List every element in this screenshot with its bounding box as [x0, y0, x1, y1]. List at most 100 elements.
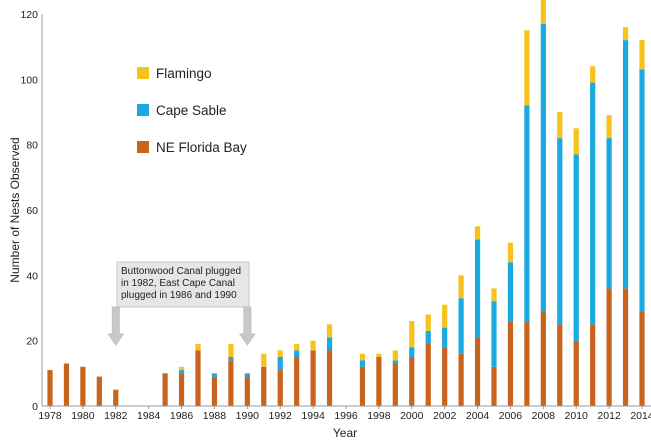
bar-segment-cape-sable: [409, 347, 415, 357]
bar-segment-ne-florida-bay: [326, 350, 333, 406]
x-tick-label: 1988: [203, 410, 227, 422]
bar-segment-cape-sable: [639, 69, 645, 312]
x-tick-label: 2000: [400, 410, 424, 422]
bar-segment-ne-florida-bay: [458, 353, 464, 406]
bar-segment-ne-florida-bay: [639, 311, 645, 406]
bar-segment-flamingo: [425, 314, 431, 331]
bar-segment-cape-sable: [540, 23, 546, 312]
x-tick-label: 1992: [269, 410, 293, 422]
bar-segment-ne-florida-bay: [47, 370, 53, 406]
bar-segment-ne-florida-bay: [162, 373, 168, 406]
x-tick-label: 1984: [137, 410, 161, 422]
x-tick-label: 1982: [104, 410, 128, 422]
bar-segment-flamingo: [622, 27, 629, 41]
bar-segment-flamingo: [359, 353, 366, 361]
y-axis-title: Number of Nests Observed: [8, 137, 22, 282]
bar-segment-cape-sable: [474, 239, 481, 338]
y-tick-label: 20: [26, 336, 38, 348]
bar-segment-flamingo: [639, 40, 645, 70]
bar-segment-ne-florida-bay: [113, 389, 119, 406]
bar-segment-ne-florida-bay: [310, 350, 316, 406]
bar-segment-ne-florida-bay: [277, 370, 283, 406]
bar-segment-ne-florida-bay: [376, 357, 382, 406]
bar-segment-cape-sable: [425, 330, 431, 344]
x-tick-label: 2006: [499, 410, 523, 422]
y-tick-label: 80: [26, 140, 38, 152]
bar-segment-cape-sable: [244, 373, 250, 377]
bar-segment-ne-florida-bay: [96, 376, 102, 406]
bar-segment-ne-florida-bay: [474, 337, 481, 406]
bar-segment-ne-florida-bay: [540, 311, 546, 406]
bar-segment-flamingo: [277, 350, 283, 357]
annotation-text: in 1982, East Cape Canal: [121, 278, 235, 289]
x-tick-labels: 1978 1980 1982 1984 1986 1988 1990 1992 1994 1996…: [38, 406, 651, 422]
bar-segment-ne-florida-bay: [228, 360, 234, 406]
bar-segment-flamingo: [573, 128, 579, 155]
bar-segment-flamingo: [491, 288, 497, 302]
bar-segment-cape-sable: [491, 301, 497, 367]
bar-segment-ne-florida-bay: [392, 363, 398, 406]
x-tick-label: 2002: [433, 410, 457, 422]
y-tick-label: 100: [20, 74, 38, 86]
y-tick-labels: 0 20 40 60 80 100 120: [20, 9, 38, 413]
bar-segment-flamingo: [606, 115, 612, 139]
x-tick-label: 2004: [466, 410, 490, 422]
annotation-text: plugged in 1986 and 1990: [121, 290, 237, 301]
bar-segment-ne-florida-bay: [491, 366, 497, 406]
x-tick-label: 2008: [532, 410, 556, 422]
legend: Flamingo Cape Sable NE Florida Bay: [137, 66, 247, 155]
bar-segment-ne-florida-bay: [606, 288, 612, 406]
bar-segment-ne-florida-bay: [524, 321, 530, 406]
x-tick-label: 1996: [334, 410, 358, 422]
x-tick-label: 1986: [170, 410, 194, 422]
bar-segment-ne-florida-bay: [622, 288, 629, 406]
x-axis-title: Year: [333, 426, 357, 440]
bar-segment-flamingo: [507, 242, 514, 263]
bar-segment-cape-sable: [573, 154, 579, 341]
bar-segment-ne-florida-bay: [244, 376, 250, 406]
bar-segment-cape-sable: [458, 298, 464, 354]
bar-segment-cape-sable: [442, 327, 448, 348]
annotation-arrow: [107, 306, 125, 346]
bar-segment-cape-sable: [524, 105, 530, 322]
bar-segment-flamingo: [524, 30, 530, 106]
bar-segment-ne-florida-bay: [178, 373, 185, 406]
annotation-text: Buttonwood Canal plugged: [121, 266, 241, 277]
bar-segment-cape-sable: [507, 262, 514, 322]
x-tick-label: 2012: [597, 410, 621, 422]
bar-segment-ne-florida-bay: [80, 366, 86, 406]
y-tick-label: 0: [32, 401, 38, 413]
bar-segment-cape-sable: [211, 373, 218, 377]
bar-segment-ne-florida-bay: [195, 350, 201, 406]
annotation-box: [116, 261, 250, 308]
bar-segment-ne-florida-bay: [63, 363, 70, 406]
x-tick-label: 2010: [565, 410, 589, 422]
bar-segment-cape-sable: [590, 82, 596, 325]
bar-segment-ne-florida-bay: [261, 366, 267, 406]
bar-segment-ne-florida-bay: [359, 366, 366, 406]
x-tick-label: 1978: [38, 410, 62, 422]
bar-segment-flamingo: [326, 324, 333, 338]
bar-segment-cape-sable: [622, 40, 629, 289]
bar-segment-flamingo: [409, 321, 415, 348]
bar-segment-flamingo: [228, 343, 234, 357]
bar-segment-ne-florida-bay: [409, 357, 415, 406]
y-tick-label: 40: [26, 270, 38, 282]
bar-segment-cape-sable: [326, 337, 333, 351]
bar-segment-cape-sable: [178, 370, 185, 374]
legend-swatch: [137, 67, 149, 79]
bar-segment-flamingo: [294, 343, 300, 351]
bar-segment-ne-florida-bay: [211, 376, 218, 406]
bar-segment-cape-sable: [557, 138, 563, 325]
bar-segment-ne-florida-bay: [573, 340, 579, 406]
bar-segment-flamingo: [458, 275, 464, 299]
bar-segment-flamingo: [261, 353, 267, 367]
bar-segment-cape-sable: [294, 350, 300, 357]
legend-swatch: [137, 104, 149, 116]
bar-segment-ne-florida-bay: [590, 324, 596, 406]
legend-label: NE Florida Bay: [156, 140, 247, 155]
x-tick-label: 1980: [71, 410, 95, 422]
x-tick-label: 1990: [236, 410, 260, 422]
